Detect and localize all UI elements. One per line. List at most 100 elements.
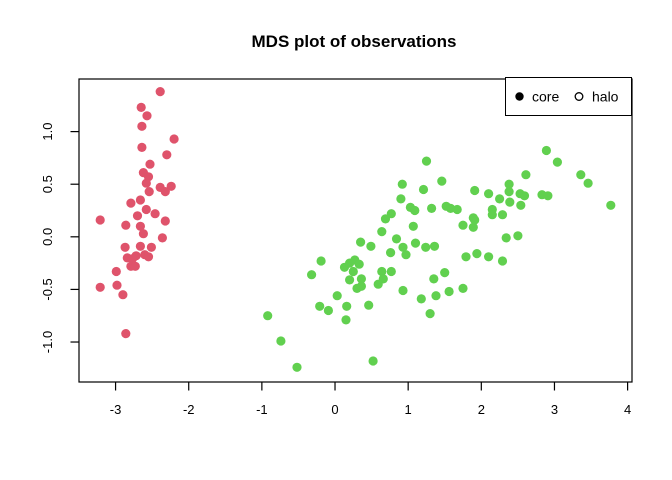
y-axis: -1.0 -0.5 0.0 0.5 1.0 (40, 123, 79, 353)
data-point-cluster-2-core (444, 286, 454, 297)
data-point-cluster-2-core (378, 274, 388, 284)
data-point-cluster-2-core (519, 191, 530, 201)
y-tick-label: 0.0 (40, 228, 55, 246)
data-point-cluster-2-core (429, 241, 440, 251)
data-point-cluster-2-core (410, 205, 420, 216)
data-point-cluster-2-core (356, 281, 366, 291)
data-point-cluster-2-core (342, 301, 352, 311)
data-point-cluster-2-core (468, 222, 478, 232)
data-point-cluster-1-core (143, 252, 154, 262)
data-point-cluster-2-core (425, 309, 435, 319)
data-point-cluster-2-core (263, 311, 273, 321)
data-point-cluster-1-core (121, 220, 131, 230)
data-point-cluster-2-core (421, 156, 432, 166)
data-point-cluster-2-core (472, 249, 482, 259)
data-point-cluster-2-core (470, 215, 480, 225)
data-point-cluster-1-core (126, 198, 136, 208)
data-point-cluster-2-core (541, 145, 552, 156)
data-point-cluster-2-core (513, 231, 523, 241)
y-tick-label: -1.0 (40, 331, 55, 353)
data-point-cluster-1-core (144, 187, 154, 197)
data-point-cluster-2-core (364, 300, 374, 310)
data-point-cluster-2-core (292, 362, 302, 372)
data-point-cluster-2-core (377, 227, 387, 237)
legend-label-halo: halo (592, 89, 619, 105)
data-point-cluster-2-core (606, 200, 616, 210)
data-point-cluster-2-core (431, 291, 441, 301)
data-point-cluster-1-core (121, 329, 131, 339)
points-layer (95, 87, 616, 372)
legend-label-core: core (532, 89, 559, 105)
data-point-cluster-2-core (461, 252, 471, 262)
data-point-cluster-1-core (150, 209, 160, 219)
data-point-cluster-2-core (505, 197, 515, 207)
data-point-cluster-2-core (543, 191, 553, 201)
data-point-cluster-2-core (484, 189, 494, 199)
data-point-cluster-1-core (160, 187, 170, 197)
data-point-cluster-1-core (141, 178, 151, 188)
y-tick-label: 1.0 (40, 123, 55, 141)
data-point-cluster-2-core (386, 266, 396, 277)
data-point-cluster-2-core (398, 242, 408, 252)
data-point-cluster-2-core (315, 301, 325, 311)
plot-box-group (78, 78, 633, 383)
data-point-cluster-2-core (386, 248, 396, 258)
data-point-cluster-2-core (401, 250, 411, 260)
x-tick-label: 4 (624, 402, 631, 417)
data-point-cluster-2-core (452, 204, 462, 215)
data-point-cluster-1-core (137, 121, 147, 131)
data-point-cluster-2-core (332, 291, 342, 301)
data-point-cluster-1-core (169, 134, 179, 144)
x-axis: -3 -2 -1 0 1 2 3 4 (110, 382, 631, 417)
data-point-cluster-1-core (155, 87, 165, 97)
data-point-cluster-1-core (120, 242, 130, 252)
data-point-cluster-1-core (95, 282, 105, 292)
data-point-cluster-2-core (323, 305, 333, 316)
data-point-cluster-2-core (458, 220, 468, 230)
data-point-cluster-2-core (501, 233, 511, 243)
data-point-cluster-2-core (484, 252, 494, 262)
data-point-cluster-2-core (377, 266, 387, 277)
data-point-cluster-2-core (307, 270, 317, 280)
data-point-cluster-2-core (576, 170, 586, 180)
x-tick-label: -3 (110, 402, 122, 417)
data-point-cluster-2-core (521, 170, 531, 180)
data-point-cluster-1-core (146, 242, 156, 252)
legend-box (505, 77, 632, 116)
data-point-cluster-2-core (380, 214, 391, 224)
legend: core halo (505, 77, 632, 116)
data-point-cluster-1-core (142, 111, 152, 121)
x-tick-label: 3 (551, 402, 558, 417)
data-point-cluster-1-core (157, 233, 167, 243)
data-point-cluster-2-core (497, 256, 508, 266)
data-point-cluster-2-core (416, 294, 426, 304)
legend-filled-circle-icon (515, 92, 524, 101)
data-point-cluster-1-core (136, 102, 146, 112)
data-point-cluster-1-core (135, 221, 145, 231)
data-point-cluster-1-core (127, 254, 137, 264)
y-tick-label: -0.5 (40, 278, 55, 300)
data-point-cluster-1-core (145, 159, 155, 169)
data-point-cluster-1-core (138, 229, 148, 239)
data-point-cluster-2-core (410, 238, 421, 248)
data-point-cluster-2-core (421, 242, 431, 252)
data-point-cluster-1-core (160, 216, 170, 226)
data-point-cluster-2-core (396, 194, 406, 204)
data-point-cluster-2-core (341, 315, 351, 325)
data-point-cluster-2-core (398, 285, 408, 296)
data-point-cluster-1-core (95, 215, 105, 225)
data-point-cluster-2-core (437, 176, 447, 186)
data-point-cluster-2-core (495, 194, 505, 204)
data-point-cluster-2-core (391, 234, 402, 244)
data-point-cluster-1-core (112, 280, 122, 290)
data-point-cluster-1-core (135, 241, 145, 251)
data-point-cluster-2-core (458, 283, 468, 293)
data-point-cluster-2-core (368, 356, 378, 366)
data-point-cluster-2-core (397, 179, 407, 189)
data-point-cluster-1-core (130, 261, 140, 271)
data-point-cluster-2-core (356, 274, 366, 284)
data-point-cluster-2-core (429, 274, 439, 284)
data-point-cluster-2-core (516, 200, 526, 210)
data-point-cluster-2-core (316, 256, 326, 266)
